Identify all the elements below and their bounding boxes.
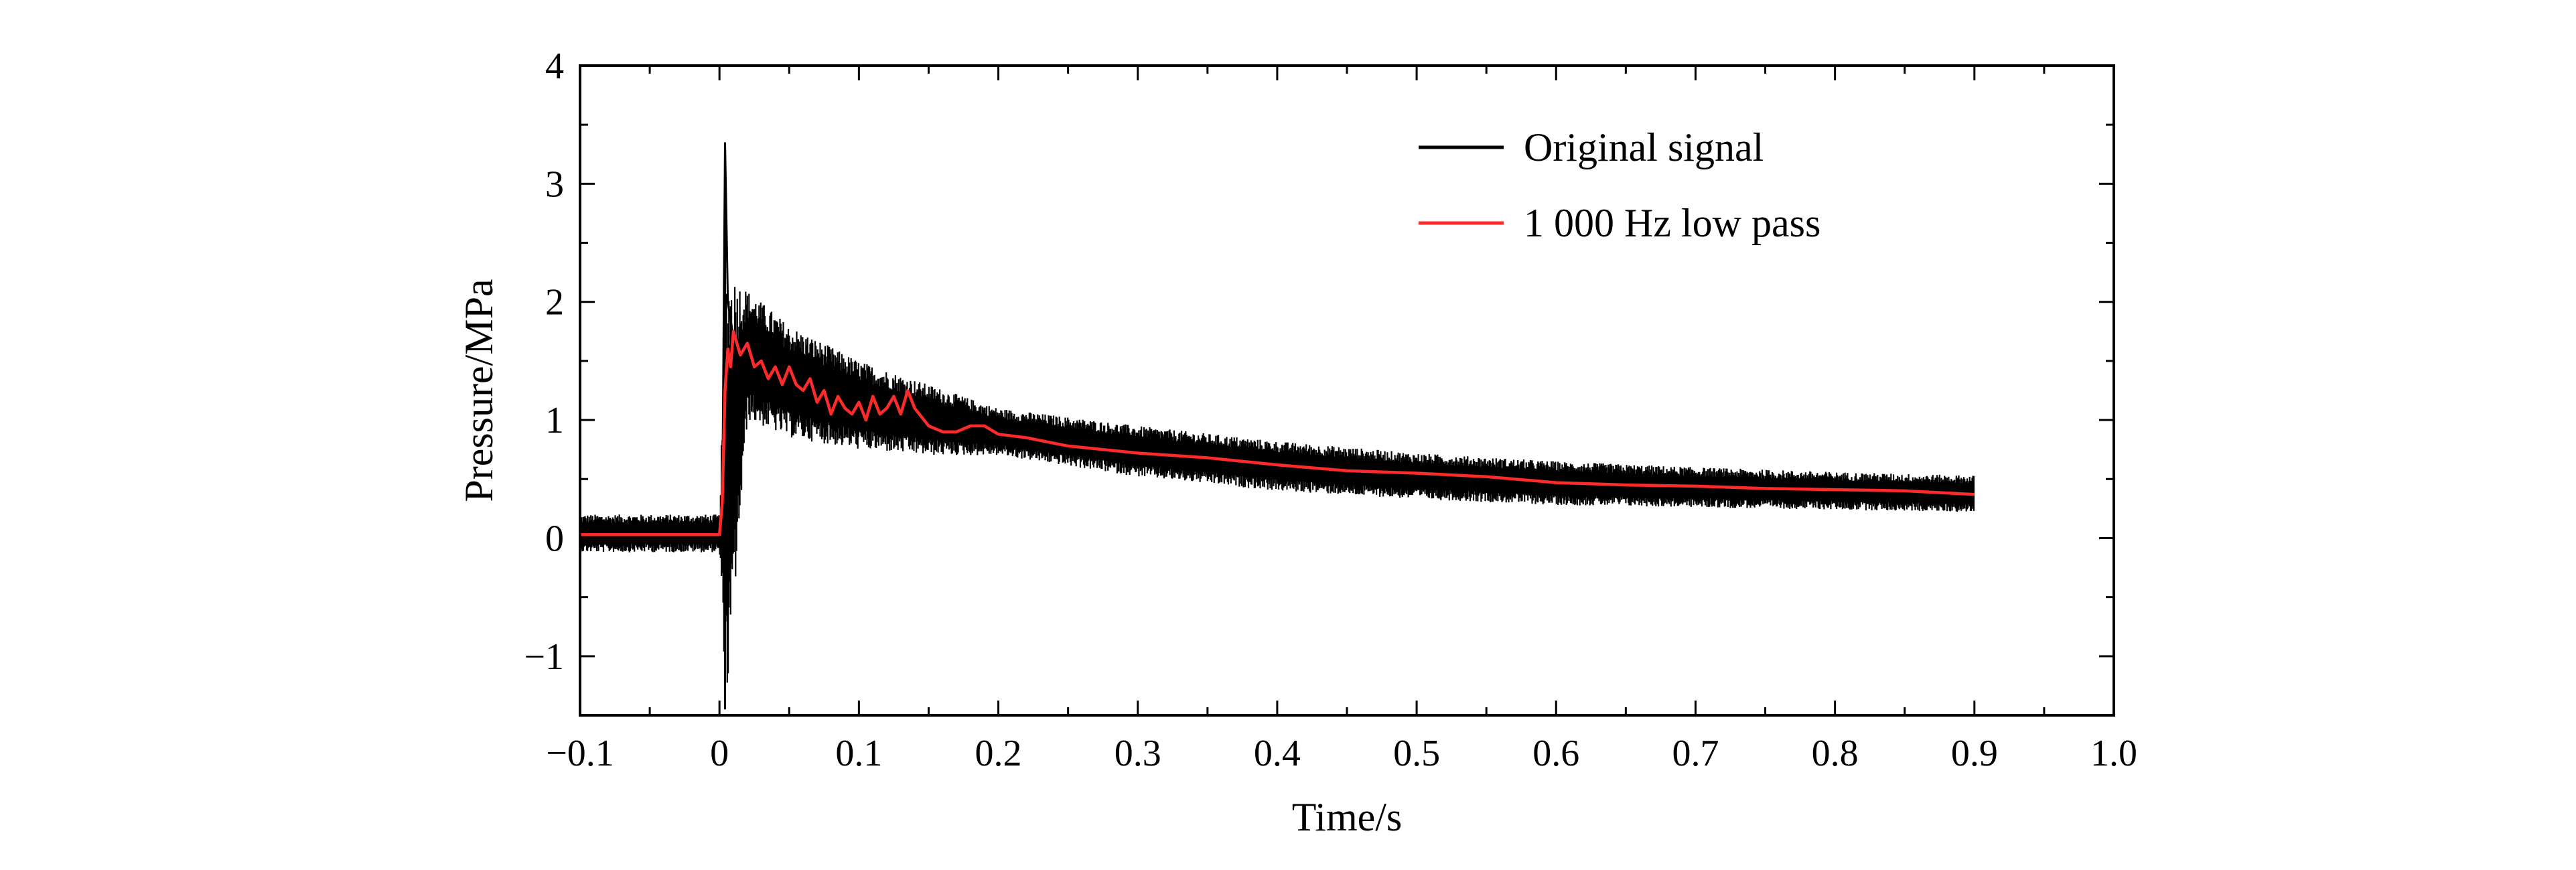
series-layer [580,142,1975,710]
x-tick-label: 0.3 [1115,733,1161,774]
x-tick-label: 0.8 [1812,733,1859,774]
x-tick-label: 0.5 [1393,733,1440,774]
legend-label-original-signal: Original signal [1524,125,1764,169]
x-tick-label: 0 [710,733,729,774]
y-tick-label: 0 [545,518,564,559]
x-tick-label: 0.9 [1951,733,1998,774]
x-axis-title: Time/s [1292,795,1403,839]
x-tick-label: −0.1 [546,733,614,774]
y-axis-title: Pressure/MPa [457,279,501,502]
x-tick-label: 1.0 [2090,733,2137,774]
legend: Original signal 1 000 Hz low pass [1419,125,1820,245]
y-tick-label: 3 [545,163,564,205]
y-tick-label: 2 [545,282,564,323]
axis-ticks [579,64,2115,717]
y-tick-label: 4 [545,46,564,87]
x-tick-label: 0.6 [1532,733,1579,774]
x-tick-label: 0.2 [975,733,1022,774]
x-tick-label: 0.1 [835,733,882,774]
x-tick-label: 0.4 [1254,733,1301,774]
x-tick-label: 0.7 [1672,733,1719,774]
y-tick-label: 1 [545,400,564,441]
y-tick-label: −1 [524,636,564,678]
axis-tick-labels: −0.1 0 0.1 0.2 0.3 0.4 0.5 0.6 0.7 0.8 0.9 1.0 −1 0 1 2… [524,46,2137,774]
legend-label-low-pass: 1 000 Hz low pass [1524,201,1820,245]
